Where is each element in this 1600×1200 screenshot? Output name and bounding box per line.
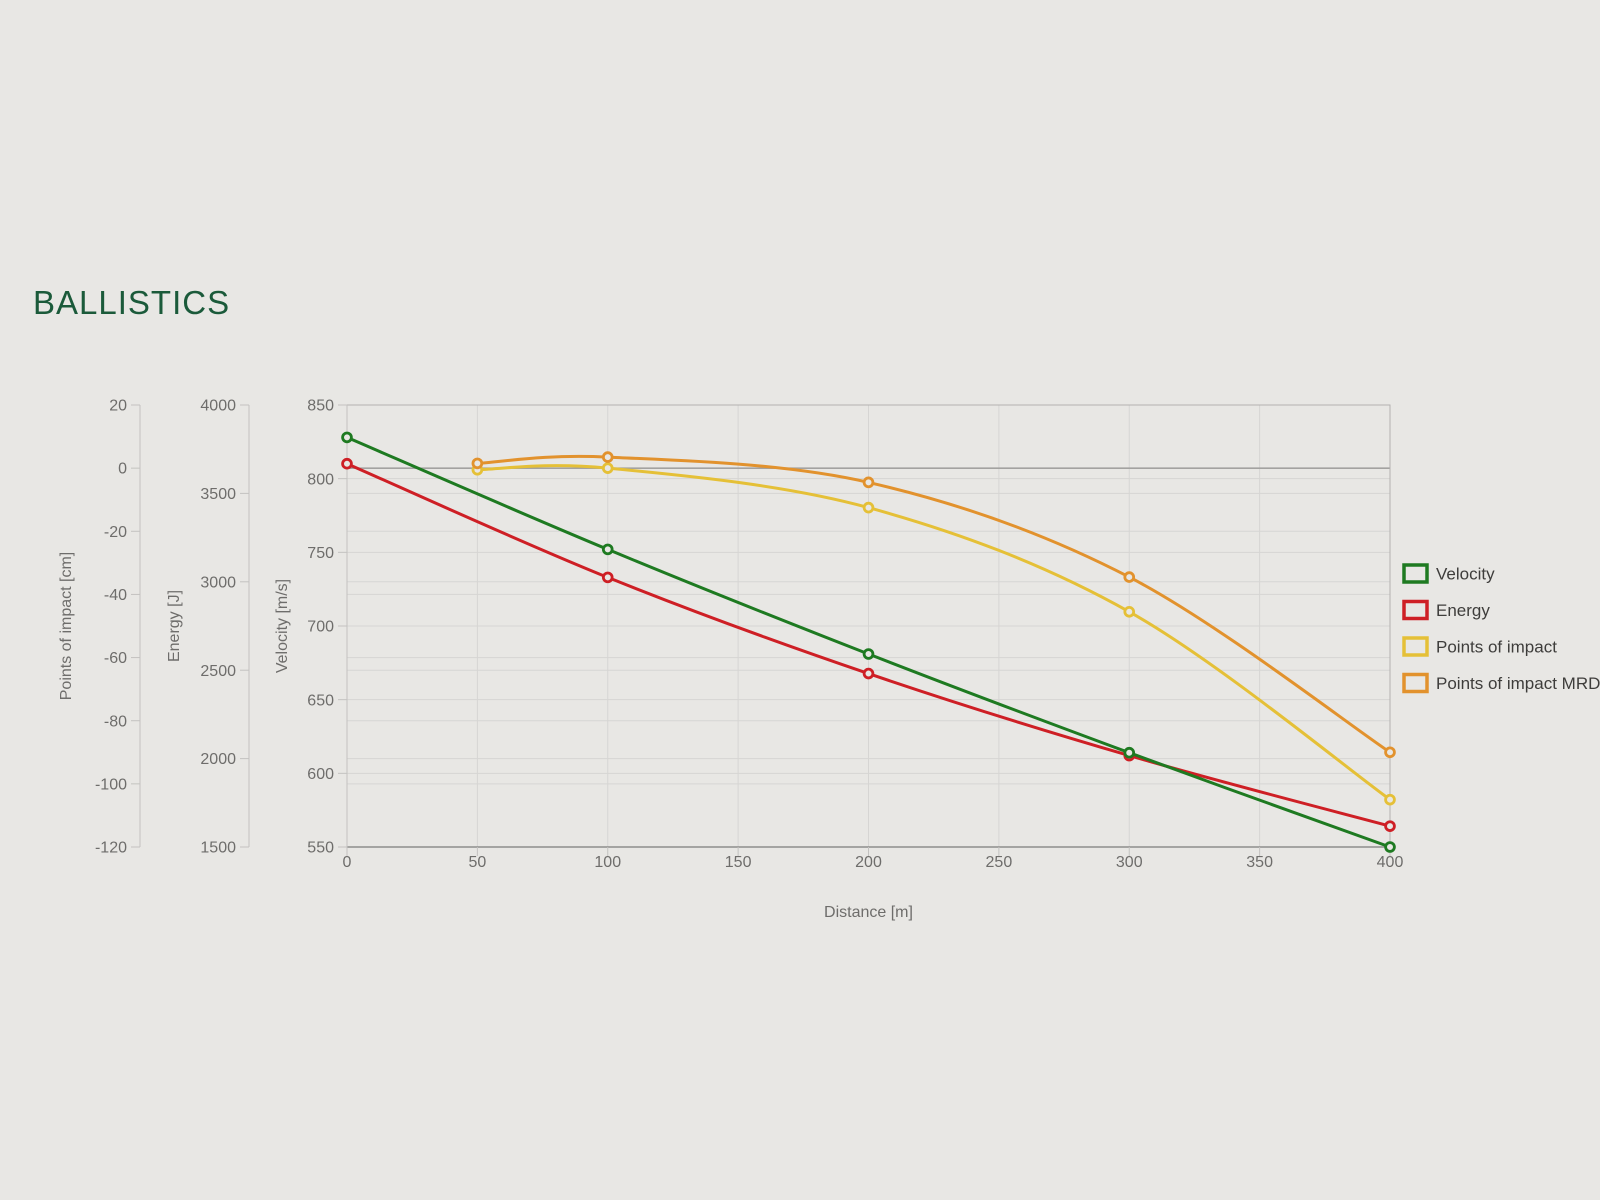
y-tick-label-velocity-850: 850 [307, 398, 334, 415]
x-tick-label-50: 50 [468, 854, 486, 871]
x-tick-label-300: 300 [1116, 854, 1143, 871]
series-line-points-of-impact-mrd [475, 454, 1392, 754]
marker-velocity-0[interactable] [341, 431, 353, 444]
y-tick-label-velocity-750: 750 [307, 545, 334, 562]
x-tick-label-200: 200 [855, 854, 882, 871]
y-tick-label-poi-20: 20 [109, 398, 127, 415]
y-tick-label-energy-4000: 4000 [200, 398, 236, 415]
legend-label-energy: Energy [1436, 601, 1490, 620]
legend-label-points-of-impact: Points of impact [1436, 637, 1557, 656]
marker-points-of-impact-100[interactable] [601, 462, 614, 474]
x-axis-title: Distance [m] [824, 904, 913, 921]
marker-velocity-400[interactable] [1384, 841, 1396, 853]
y-tick-label-poi--120: -120 [95, 840, 127, 857]
marker-points-of-impact-300[interactable] [1123, 605, 1136, 618]
y-tick-label-energy-1500: 1500 [200, 840, 236, 857]
y-tick-label-poi--20: -20 [104, 524, 127, 541]
y-tick-label-poi--100: -100 [95, 776, 127, 793]
y-tick-label-poi--40: -40 [104, 587, 127, 604]
y-tick-label-velocity-700: 700 [307, 619, 334, 636]
legend-swatch-points-of-impact-mrd [1402, 672, 1429, 694]
marker-energy-100[interactable] [601, 571, 614, 584]
marker-velocity-200[interactable] [862, 648, 875, 660]
y-tick-label-poi-0: 0 [118, 461, 127, 478]
marker-energy-200[interactable] [862, 667, 875, 680]
marker-points-of-impact-200[interactable] [862, 501, 875, 514]
legend-swatch-velocity [1402, 563, 1429, 584]
y-tick-label-energy-2000: 2000 [200, 751, 236, 768]
marker-points-of-impact-mrd-100[interactable] [601, 451, 614, 463]
marker-points-of-impact-mrd-200[interactable] [862, 476, 875, 489]
legend-item-energy[interactable]: Energy [1402, 599, 1490, 621]
x-tick-label-350: 350 [1246, 854, 1273, 871]
marker-energy-0[interactable] [341, 457, 353, 470]
legend-swatch-energy [1402, 599, 1429, 621]
marker-velocity-300[interactable] [1123, 746, 1136, 759]
y-tick-label-velocity-650: 650 [307, 692, 334, 709]
marker-points-of-impact-mrd-400[interactable] [1384, 746, 1396, 759]
series-line-points-of-impact [475, 464, 1392, 802]
legend-item-points-of-impact[interactable]: Points of impact [1402, 636, 1557, 657]
legend-item-points-of-impact-mrd[interactable]: Points of impact MRD [1402, 672, 1600, 694]
x-tick-label-150: 150 [725, 854, 752, 871]
page-title: BALLISTICS [33, 284, 231, 321]
y-tick-label-energy-3500: 3500 [200, 486, 236, 503]
y-tick-label-velocity-550: 550 [307, 840, 334, 857]
y-axis-title-velocity: Velocity [m/s] [274, 579, 291, 673]
y-tick-label-energy-2500: 2500 [200, 663, 236, 680]
marker-points-of-impact-mrd-300[interactable] [1123, 571, 1136, 583]
y-tick-label-poi--60: -60 [104, 650, 127, 667]
x-tick-label-0: 0 [343, 854, 352, 871]
y-tick-label-energy-3000: 3000 [200, 574, 236, 591]
y-tick-label-poi--80: -80 [104, 713, 127, 730]
legend-label-points-of-impact-mrd: Points of impact MRD [1436, 674, 1600, 693]
marker-points-of-impact-mrd-50[interactable] [471, 457, 484, 470]
y-tick-label-velocity-800: 800 [307, 471, 334, 488]
legend-swatch-points-of-impact [1402, 636, 1429, 657]
x-tick-label-100: 100 [594, 854, 621, 871]
marker-energy-400[interactable] [1384, 820, 1396, 832]
legend-label-velocity: Velocity [1436, 564, 1495, 583]
marker-velocity-100[interactable] [601, 543, 614, 556]
x-tick-label-400: 400 [1377, 854, 1404, 871]
x-tick-label-250: 250 [986, 854, 1013, 871]
marker-points-of-impact-400[interactable] [1384, 793, 1396, 806]
y-tick-label-velocity-600: 600 [307, 766, 334, 783]
y-axis-title-energy: Energy [J] [166, 590, 183, 662]
legend-item-velocity[interactable]: Velocity [1402, 563, 1495, 584]
y-axis-title-poi: Points of impact [cm] [58, 552, 75, 701]
